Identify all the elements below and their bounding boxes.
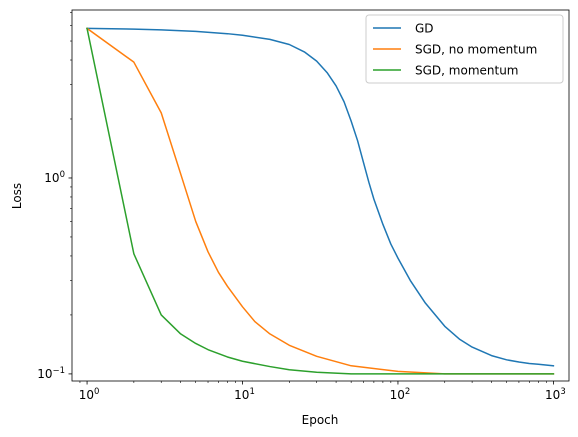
x-axis-label: Epoch <box>302 413 339 427</box>
x-tick-label-2-base: 10 <box>390 388 405 402</box>
legend-label-0: GD <box>415 22 434 36</box>
x-tick-label-3-exp: 3 <box>560 387 565 397</box>
x-tick-label-1-exp: 1 <box>249 387 254 397</box>
x-tick-label-3: 103 <box>545 387 566 402</box>
x-tick-label-3-base: 10 <box>545 388 560 402</box>
series-line-0 <box>86 27 555 367</box>
x-tick-label-1: 101 <box>234 387 255 402</box>
legend-label-2: SGD, momentum <box>415 64 519 78</box>
series-layer <box>86 27 555 375</box>
y-axis-label: Loss <box>10 183 24 209</box>
legend: GD SGD, no momentum SGD, momentum <box>365 14 564 84</box>
x-tick-label-1-base: 10 <box>234 388 249 402</box>
series-line-1 <box>86 27 555 375</box>
series-line-2 <box>86 27 555 375</box>
x-tick-label-2-exp: 2 <box>405 387 410 397</box>
x-tick-label-0-exp: 0 <box>94 387 99 397</box>
x-tick-label-0: 100 <box>79 387 100 402</box>
plot-frame <box>71 9 570 382</box>
x-tick-label-2: 102 <box>390 387 411 402</box>
legend-label-1: SGD, no momentum <box>415 43 537 57</box>
y-tick-label-0-exp: −1 <box>52 366 65 376</box>
y-tick-label-0: 10−1 <box>37 366 65 381</box>
x-tick-label-0-base: 10 <box>79 388 94 402</box>
legend-frame <box>365 14 564 84</box>
y-tick-label-0-base: 10 <box>37 367 52 381</box>
y-tick-label-1-exp: 0 <box>60 170 65 180</box>
y-tick-label-1-base: 10 <box>44 171 59 185</box>
y-tick-label-1: 100 <box>44 170 65 185</box>
